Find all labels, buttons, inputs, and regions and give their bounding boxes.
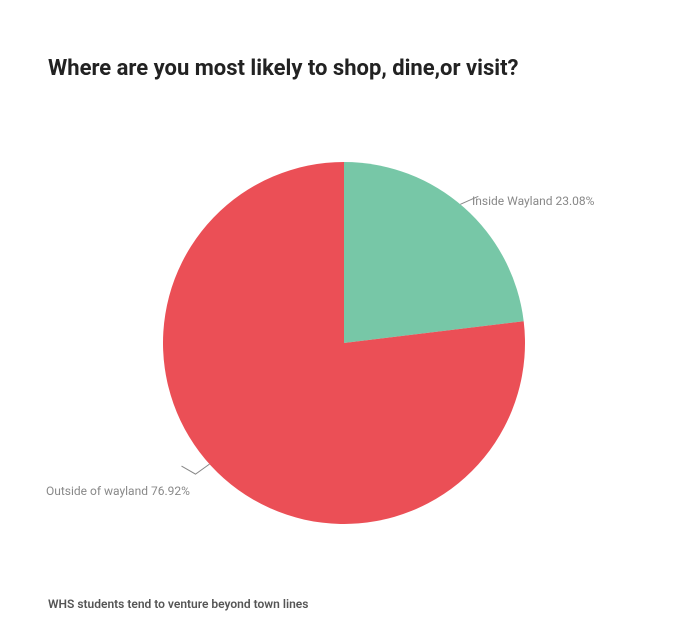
- chart-title: Where are you most likely to shop, dine,…: [48, 56, 518, 81]
- pie-chart: [163, 162, 525, 524]
- chart-caption: WHS students tend to venture beyond town…: [48, 597, 308, 611]
- pie-slice: [344, 162, 524, 343]
- slice-label-outside-wayland: Outside of wayland 76.92%: [46, 484, 190, 498]
- slice-label-inside-wayland: Inside Wayland 23.08%: [472, 194, 594, 208]
- pie-svg: [163, 162, 525, 524]
